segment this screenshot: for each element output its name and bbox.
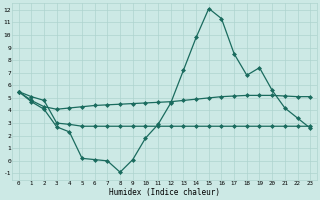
X-axis label: Humidex (Indice chaleur): Humidex (Indice chaleur) bbox=[109, 188, 220, 197]
